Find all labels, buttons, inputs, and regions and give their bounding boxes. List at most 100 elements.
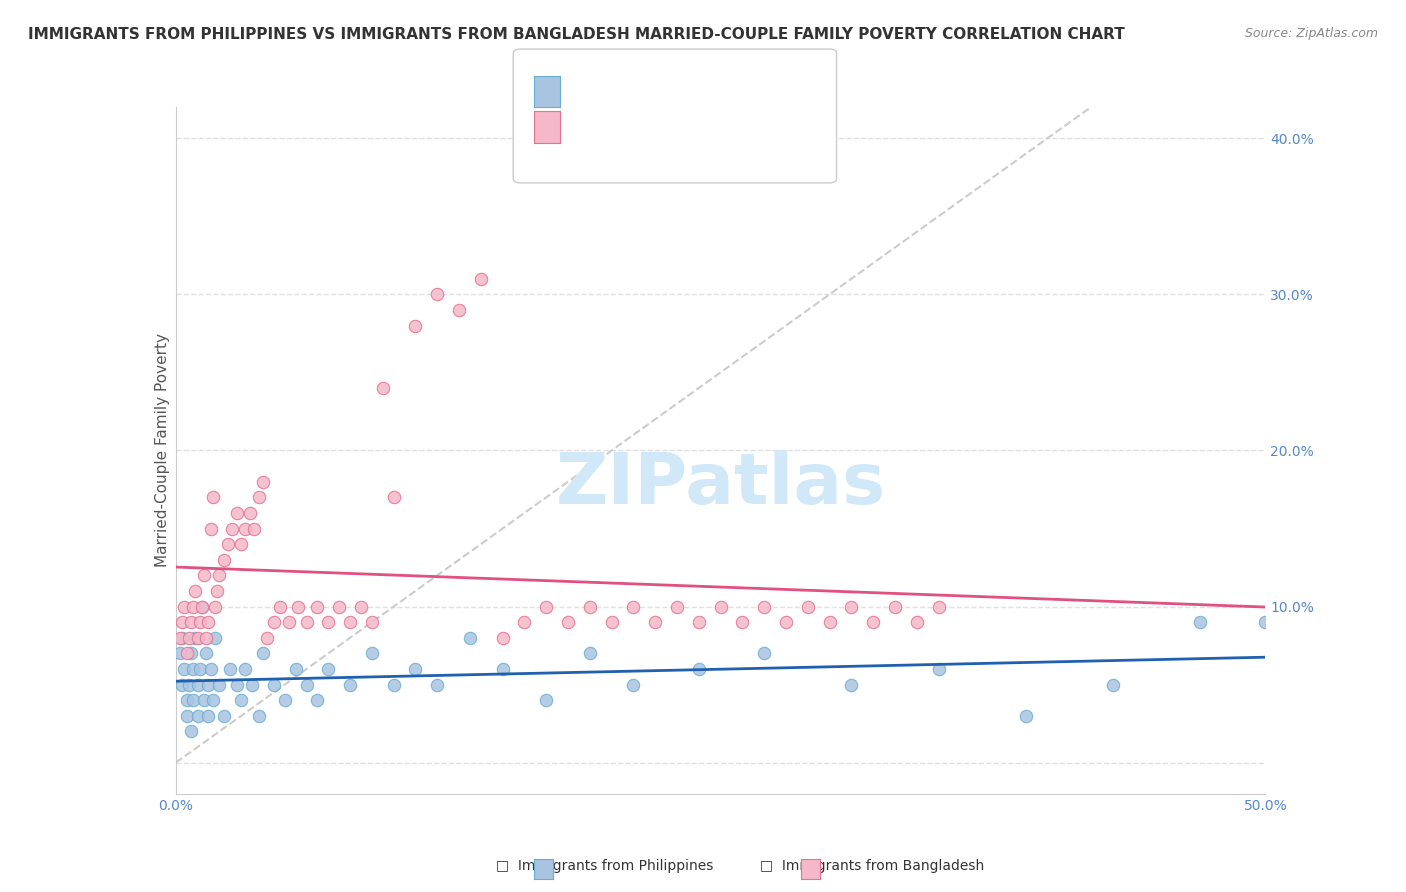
Point: [307, 693, 329, 707]
Point: [180, 724, 202, 739]
Point: [621, 678, 644, 692]
Point: [382, 490, 405, 504]
Point: [186, 631, 209, 645]
Point: [200, 662, 222, 676]
Point: [173, 662, 195, 676]
Point: [184, 583, 207, 598]
Point: [197, 678, 219, 692]
Point: [644, 615, 666, 630]
Point: [287, 599, 309, 614]
Point: [195, 631, 218, 645]
Point: [201, 693, 224, 707]
Point: [928, 662, 950, 676]
Point: [217, 537, 239, 551]
Point: [173, 599, 195, 614]
Point: [621, 599, 644, 614]
Point: [492, 662, 515, 676]
Point: [176, 693, 198, 707]
Point: [172, 678, 194, 692]
Point: [796, 599, 818, 614]
Point: [201, 490, 224, 504]
Point: [284, 662, 307, 676]
Point: [212, 708, 235, 723]
Point: [754, 599, 776, 614]
Point: [295, 615, 318, 630]
Point: [318, 662, 340, 676]
Point: [458, 631, 481, 645]
Point: [176, 646, 198, 660]
Point: [181, 662, 204, 676]
Point: [208, 678, 231, 692]
Point: [177, 678, 200, 692]
Point: [688, 662, 710, 676]
Point: [231, 693, 253, 707]
Point: [169, 646, 191, 660]
Point: [905, 615, 928, 630]
Point: [666, 599, 689, 614]
Point: [382, 678, 405, 692]
Point: [263, 678, 285, 692]
Point: [862, 615, 884, 630]
Point: [252, 475, 274, 489]
Point: [557, 615, 579, 630]
Point: [339, 678, 361, 692]
Text: Source: ZipAtlas.com: Source: ZipAtlas.com: [1244, 27, 1378, 40]
Point: [513, 615, 536, 630]
Point: [818, 615, 841, 630]
Point: [928, 599, 950, 614]
Point: [534, 693, 557, 707]
Point: [841, 678, 863, 692]
Point: [318, 615, 340, 630]
Point: [579, 599, 602, 614]
Y-axis label: Married-Couple Family Poverty: Married-Couple Family Poverty: [155, 334, 170, 567]
Text: ZIPatlas: ZIPatlas: [555, 450, 886, 519]
Point: [184, 631, 207, 645]
Point: [278, 615, 301, 630]
Point: [360, 646, 382, 660]
Point: [180, 646, 202, 660]
Point: [1189, 615, 1212, 630]
Point: [328, 599, 350, 614]
Point: [181, 693, 204, 707]
Point: [212, 552, 235, 567]
Point: [470, 271, 492, 285]
Point: [195, 646, 218, 660]
Point: [256, 631, 278, 645]
Point: [274, 693, 297, 707]
Point: [180, 615, 202, 630]
Point: [225, 506, 247, 520]
Point: [193, 693, 215, 707]
Point: [775, 615, 797, 630]
Point: [731, 615, 754, 630]
Point: [243, 521, 266, 535]
Point: [200, 521, 222, 535]
Point: [247, 708, 270, 723]
Point: [172, 631, 194, 645]
Point: [710, 599, 733, 614]
Point: [235, 521, 257, 535]
Point: [240, 678, 263, 692]
Point: [208, 568, 231, 582]
Point: [204, 631, 226, 645]
Point: [426, 678, 449, 692]
Point: [191, 599, 214, 614]
Text: IMMIGRANTS FROM PHILIPPINES VS IMMIGRANTS FROM BANGLADESH MARRIED-COUPLE FAMILY : IMMIGRANTS FROM PHILIPPINES VS IMMIGRANT…: [28, 27, 1125, 42]
Point: [339, 615, 361, 630]
Point: [405, 662, 427, 676]
Point: [307, 599, 329, 614]
Point: [239, 506, 262, 520]
Point: [405, 318, 427, 333]
Point: [884, 599, 907, 614]
Point: [231, 537, 253, 551]
Point: [600, 615, 623, 630]
Point: [492, 631, 515, 645]
Point: [235, 662, 257, 676]
Point: [188, 615, 211, 630]
Point: [269, 599, 291, 614]
Point: [205, 583, 228, 598]
Point: [688, 615, 710, 630]
Point: [534, 599, 557, 614]
Point: [579, 646, 602, 660]
Point: [754, 646, 776, 660]
Point: [219, 662, 242, 676]
